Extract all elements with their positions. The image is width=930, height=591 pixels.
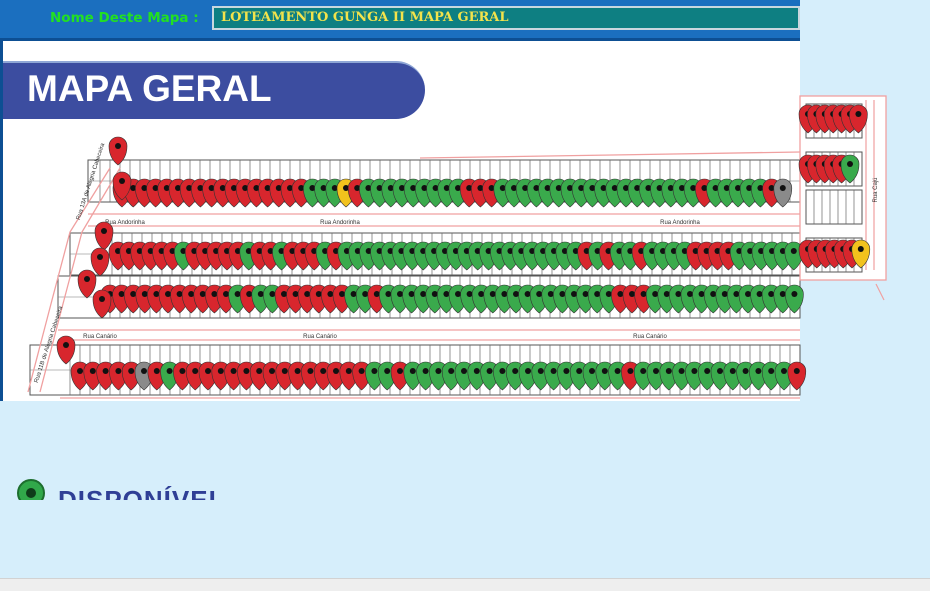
lot-pin [849,104,868,134]
lot-pin [851,239,871,269]
status-strip [0,578,930,591]
lot-pin [784,241,804,271]
street-label: Rua Canário [633,334,667,340]
map-name-label: Nome Deste Mapa : [50,10,199,26]
lot-pin [56,335,76,365]
lot-pins [56,104,871,391]
lot-pin [108,136,128,166]
side-street [27,167,111,393]
lot-pin [90,247,110,277]
street-label: Rua Andorinha [320,220,360,226]
street-edge [419,151,801,159]
legend-label-available: DISPONÍVEL [58,485,226,500]
header-bar: Nome Deste Mapa : LOTEAMENTO GUNGA II MA… [0,0,800,41]
map-name-field[interactable]: LOTEAMENTO GUNGA II MAPA GERAL [212,6,800,30]
lot-pin [773,178,793,208]
lower-panel [0,500,930,578]
lot-pin [77,269,97,299]
street-label: Rua Andorinha [660,220,700,226]
lot-block [805,189,863,225]
lot-pin [94,221,114,251]
title-banner: MAPA GERAL [3,61,425,119]
legend: DISPONÍVEL [0,478,260,500]
lot-pin [840,154,860,184]
lot-pin [112,171,132,201]
street-label: Rua Andorinha [105,220,145,226]
street-label: Rua Canário [83,334,117,340]
lot-pin [785,284,804,314]
lot-pin [787,361,807,391]
lot-pin [92,289,112,319]
street-label: Rua Canário [303,334,337,340]
street-label: Rua Cajú [873,177,879,202]
page-title: MAPA GERAL [27,68,272,109]
